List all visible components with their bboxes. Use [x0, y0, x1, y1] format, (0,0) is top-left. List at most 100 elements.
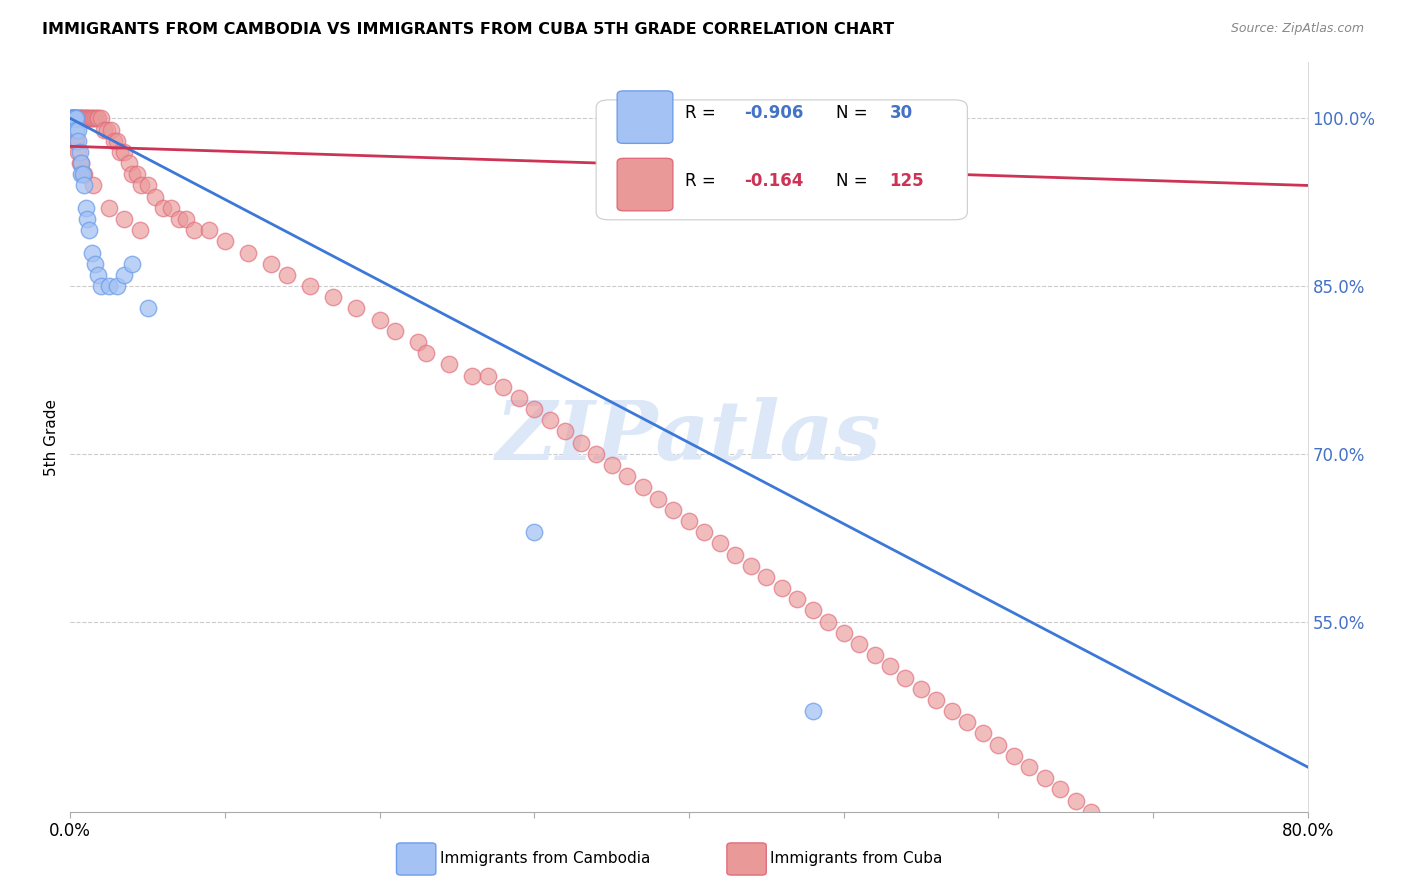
Point: [956, 715, 979, 730]
Point: [63, 134, 86, 148]
Point: [79, 112, 101, 126]
Point: [118, 156, 141, 170]
Point: [121, 257, 143, 271]
Point: [1018, 760, 1040, 774]
Point: [73, 178, 96, 193]
Point: [152, 201, 174, 215]
Point: [492, 380, 515, 394]
Point: [82, 178, 105, 193]
Point: [987, 738, 1010, 752]
Text: Immigrants from Cuba: Immigrants from Cuba: [770, 851, 943, 865]
Point: [105, 279, 128, 293]
Point: [70, 112, 93, 126]
Point: [879, 659, 901, 673]
Point: [600, 458, 623, 472]
Point: [709, 536, 731, 550]
Point: [523, 402, 546, 417]
Point: [65, 112, 87, 126]
Point: [554, 425, 576, 439]
Point: [121, 167, 143, 181]
Text: R =: R =: [685, 172, 721, 190]
Point: [662, 502, 685, 516]
Point: [848, 637, 870, 651]
Point: [70, 156, 93, 170]
Point: [322, 290, 344, 304]
Point: [832, 625, 855, 640]
Point: [260, 257, 283, 271]
Point: [75, 112, 97, 126]
Point: [724, 548, 747, 562]
Point: [585, 447, 607, 461]
Point: [63, 112, 86, 126]
FancyBboxPatch shape: [617, 91, 673, 144]
Point: [114, 268, 135, 282]
Text: R =: R =: [685, 104, 721, 122]
Point: [63, 112, 86, 126]
Point: [73, 112, 96, 126]
Text: Source: ZipAtlas.com: Source: ZipAtlas.com: [1230, 22, 1364, 36]
Point: [439, 358, 461, 372]
Point: [65, 112, 87, 126]
Point: [131, 178, 153, 193]
Point: [346, 301, 368, 316]
Point: [69, 145, 91, 159]
Point: [461, 368, 484, 383]
Text: -0.164: -0.164: [745, 172, 804, 190]
Point: [183, 223, 205, 237]
Point: [631, 480, 654, 494]
Point: [755, 570, 778, 584]
Point: [508, 391, 530, 405]
Point: [972, 726, 994, 740]
Point: [70, 167, 93, 181]
Point: [693, 525, 716, 540]
Point: [76, 112, 98, 126]
Point: [82, 112, 105, 126]
Point: [67, 134, 90, 148]
Point: [70, 112, 93, 126]
Point: [84, 257, 107, 271]
Point: [62, 112, 84, 126]
Point: [368, 312, 391, 326]
Point: [60, 112, 83, 126]
Point: [616, 469, 638, 483]
Point: [786, 592, 808, 607]
Text: Immigrants from Cambodia: Immigrants from Cambodia: [440, 851, 651, 865]
Point: [678, 514, 700, 528]
Point: [96, 122, 118, 136]
Point: [538, 413, 561, 427]
Point: [129, 223, 152, 237]
Point: [65, 134, 87, 148]
Point: [63, 112, 86, 126]
Text: 125: 125: [890, 172, 924, 190]
Point: [60, 112, 83, 126]
Point: [1111, 827, 1133, 841]
Point: [80, 112, 103, 126]
Point: [72, 167, 94, 181]
Point: [114, 145, 135, 159]
Point: [69, 112, 91, 126]
Point: [69, 112, 91, 126]
Point: [60, 112, 83, 126]
Point: [75, 112, 97, 126]
Point: [63, 112, 86, 126]
Point: [1142, 849, 1164, 863]
Point: [1157, 861, 1180, 875]
Point: [80, 245, 103, 260]
Point: [1033, 771, 1056, 785]
Point: [160, 201, 183, 215]
Point: [86, 112, 108, 126]
Point: [65, 112, 87, 126]
Point: [76, 212, 98, 227]
Point: [1126, 838, 1149, 853]
Point: [73, 167, 96, 181]
Point: [98, 279, 120, 293]
Point: [105, 134, 128, 148]
Point: [60, 112, 83, 126]
Point: [100, 122, 122, 136]
FancyBboxPatch shape: [596, 100, 967, 219]
Point: [198, 223, 221, 237]
Point: [801, 603, 824, 617]
Point: [125, 167, 148, 181]
Point: [941, 704, 963, 718]
Point: [69, 156, 91, 170]
